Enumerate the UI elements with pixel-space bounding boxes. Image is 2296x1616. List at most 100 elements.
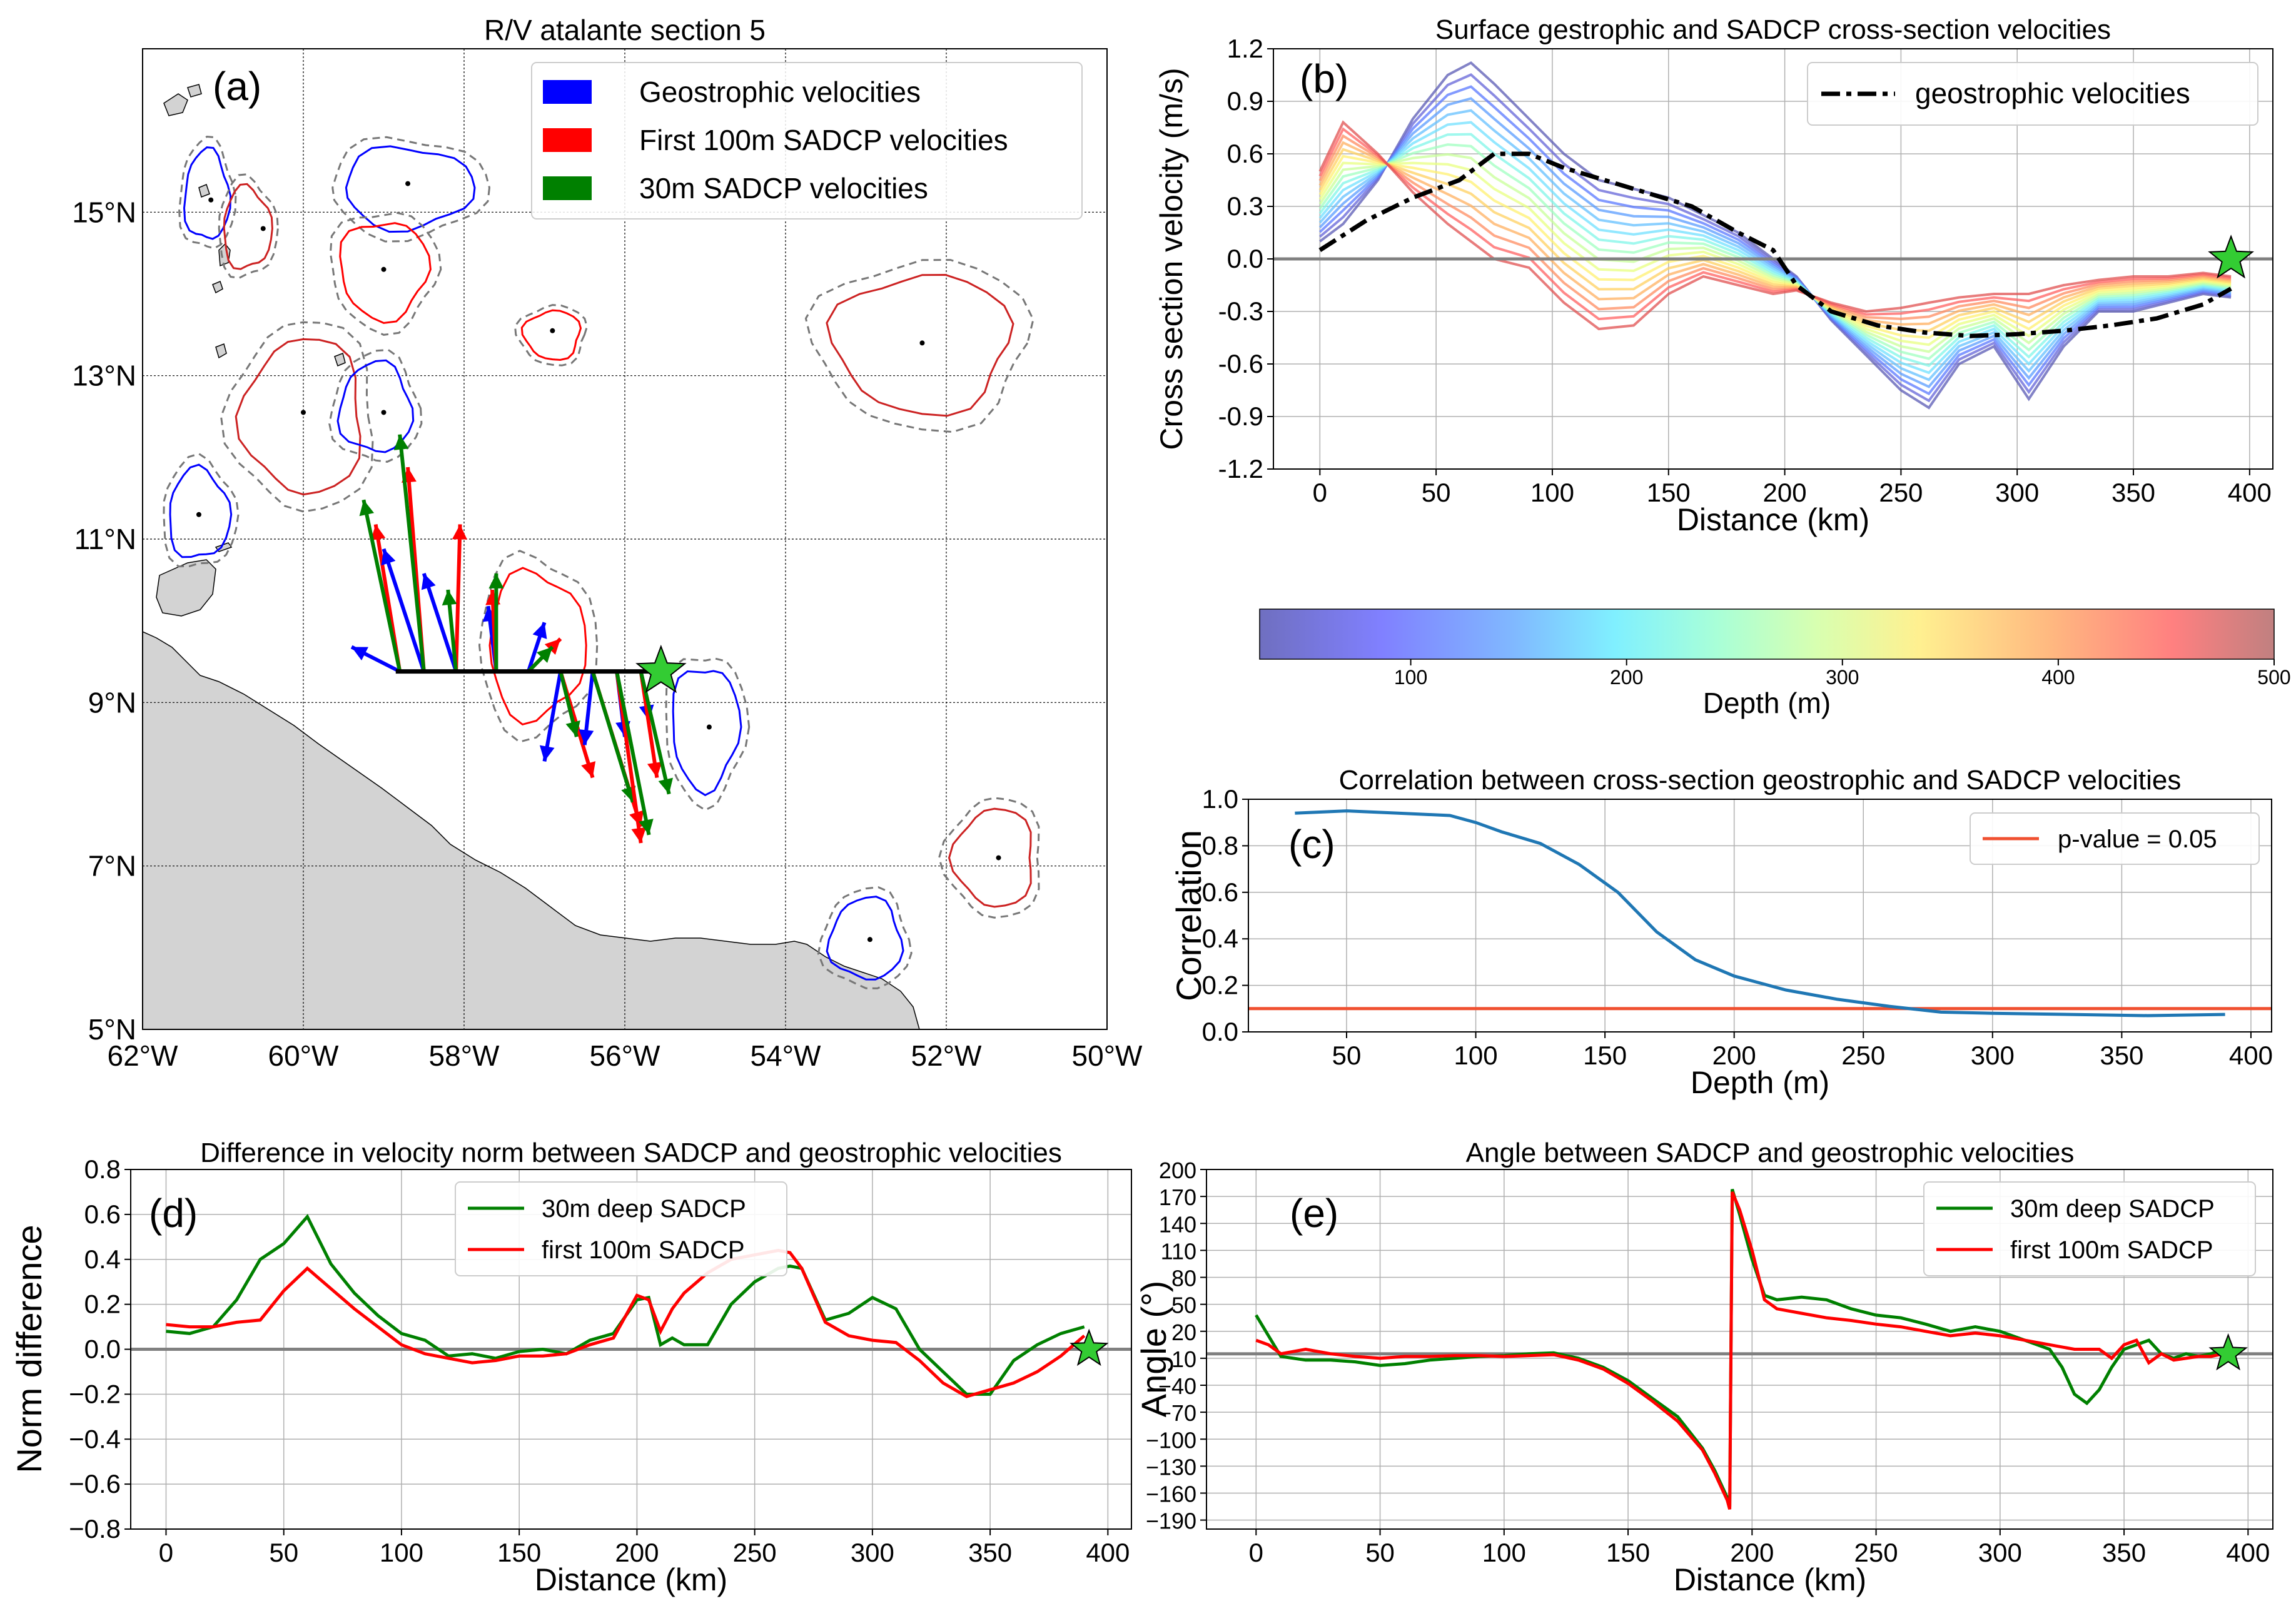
panel-e-angle: Angle between SADCP and geostrophic velo… [1134, 1138, 2273, 1597]
eddy-center-dot [196, 512, 201, 517]
panel-d-xlabel: Distance (km) [535, 1562, 727, 1597]
legend-swatch-30m [543, 176, 592, 200]
depth-velocity-line [1318, 141, 2232, 326]
panel-a-map: R/V atalante section 5 62°W 60°W 58°W 56°W 5… [72, 14, 1143, 1072]
map-land-island-2 [187, 84, 202, 98]
colorbar-gradient [1259, 609, 2275, 660]
panel-d-tick-label-x: 150 [497, 1538, 541, 1567]
panel-d-tick-label-x: 50 [269, 1538, 298, 1567]
panel-e-title: Angle between SADCP and geostrophic velo… [1466, 1138, 2075, 1168]
legend-label-30m: 30m deep SADCP [542, 1195, 746, 1223]
velocity-arrow-head [565, 720, 580, 737]
angle-line [1255, 1191, 2224, 1510]
panel-b-axis-ticks: 0 50 100 150 200 250 300 350 400 -1.2 -0.9 -0.6 -0.3… [1218, 34, 2272, 507]
depth-velocity-line [1318, 97, 2232, 388]
velocity-arrow-shaft [590, 670, 635, 803]
panel-c-tick-label-y: 0.6 [1202, 877, 1238, 907]
panel-b-tick-label-x: 150 [1647, 478, 1691, 507]
map-tick-label-lon: 58°W [429, 1039, 500, 1072]
eddy-center-dot [208, 197, 214, 203]
map-land-island-6 [198, 183, 210, 198]
panel-b-tick-label-y: 0.0 [1227, 244, 1263, 273]
panel-e-tick-label-y: −10 [1158, 1346, 1196, 1372]
panel-d-tick-label-y: −0.8 [69, 1514, 121, 1543]
legend-box [1807, 62, 2258, 126]
panel-b-tick-label-y: 0.9 [1227, 86, 1263, 116]
panel-c-correlation-series [1295, 809, 2225, 1018]
map-land-trinidad [156, 559, 216, 617]
velocity-arrow-head [532, 622, 547, 639]
panel-e-tick-label-x: 0 [1249, 1538, 1263, 1567]
panel-e-tick-label-y: −190 [1146, 1508, 1196, 1534]
colorbar-label: Depth (m) [1703, 687, 1831, 719]
eddy-outer-dashed-contour [513, 304, 589, 366]
panel-c-tick-label-y: 0.0 [1202, 1017, 1238, 1046]
map-land-island-1 [163, 93, 188, 116]
panel-d-title: Difference in velocity norm between SADC… [200, 1138, 1062, 1168]
eddy-outer-dashed-contour [331, 136, 491, 243]
eddy-contour [223, 183, 273, 270]
velocity-arrow-head [631, 827, 647, 844]
panel-c-label: (c) [1288, 822, 1335, 867]
colorbar-tick-label: 500 [2257, 666, 2290, 689]
panel-c-frame [1248, 799, 2272, 1033]
velocity-arrow-head [452, 524, 467, 540]
panel-d-tick-label-x: 0 [159, 1538, 173, 1567]
panel-d-tick-label-y: 0.0 [84, 1335, 121, 1364]
panel-e-tick-label-x: 350 [2102, 1538, 2146, 1567]
panel-e-axis-ticks: 0 50 100 150 200 250 300 350 400 −190−160−130−100… [1146, 1158, 2270, 1567]
panel-a-legend: Geostrophic velocities First 100m SADCP … [531, 62, 1083, 220]
eddy-contour [169, 463, 233, 558]
panel-d-tick-label-y: −0.6 [69, 1469, 121, 1498]
eddy-outer-dashed-contour [478, 550, 599, 743]
depth-velocity-line [1319, 73, 2232, 403]
panel-e-tick-label-x: 100 [1482, 1538, 1526, 1567]
map-land-south-america [143, 631, 920, 1029]
panel-b-label: (b) [1300, 56, 1348, 101]
panel-e-tick-label-y: 80 [1171, 1266, 1196, 1291]
panel-c-tick-label-x: 300 [1971, 1041, 2015, 1070]
depth-velocity-line [1318, 134, 2232, 320]
velocity-arrow-shaft [362, 499, 402, 672]
map-tick-label-lat: 13°N [72, 360, 136, 392]
map-land-island-5 [215, 343, 227, 359]
panel-c-tick-label-x: 250 [1841, 1041, 1885, 1070]
map-land-island-7 [334, 353, 346, 367]
correlation-line [1295, 809, 2225, 1018]
legend-label-100m: first 100m SADCP [542, 1236, 745, 1264]
panel-c-title: Correlation between cross-section geostr… [1339, 765, 2182, 795]
depth-velocity-line [1318, 127, 2232, 321]
panel-d-tick-label-x: 300 [851, 1538, 894, 1567]
velocity-arrow-head [393, 434, 409, 450]
velocity-arrow-head [544, 639, 561, 655]
panel-a-title: R/V atalante section 5 [484, 14, 766, 46]
eddy-outer-dashed-contour [804, 259, 1034, 433]
panel-c-tick-label-x: 100 [1454, 1041, 1498, 1070]
panel-d-tick-label-x: 400 [1086, 1538, 1130, 1567]
panel-d-series [166, 1214, 1086, 1398]
depth-colorbar: 100 200 300 400 500 Depth (m) [1259, 609, 2291, 719]
velocity-arrow-shaft [398, 434, 426, 672]
velocity-arrow-head [536, 647, 553, 664]
map-tick-label-lon: 54°W [751, 1039, 822, 1072]
panel-e-tick-label-y: 170 [1159, 1184, 1196, 1210]
panel-e-frame [1206, 1169, 2273, 1530]
panel-e-end-star-marker [2208, 1333, 2248, 1371]
panel-c-tick-label-x: 150 [1583, 1041, 1627, 1070]
panel-d-ylabel: Norm difference [9, 1225, 49, 1473]
depth-velocity-line [1318, 121, 2232, 375]
eddy-contour [339, 222, 432, 325]
panel-c-tick-label-y: 1.0 [1202, 784, 1238, 814]
map-tick-label-lat: 15°N [72, 196, 136, 228]
eddy-contour [488, 567, 587, 726]
panel-e-tick-label-y: 20 [1171, 1320, 1196, 1345]
panel-c-axis-ticks: 50 100 150 200 250 300 350 400 0.0 0.2 0.4 0.6 0.8 1.… [1202, 784, 2273, 1070]
panel-b-depth-series [1318, 61, 2232, 410]
map-land-island-3 [218, 243, 231, 267]
panel-c-tick-label-x: 50 [1332, 1041, 1362, 1070]
eddy-center-dot [381, 410, 387, 415]
panel-e-tick-label-x: 50 [1365, 1538, 1395, 1567]
eddy-outer-dashed-contour [328, 348, 423, 463]
panel-e-tick-label-y: −70 [1158, 1400, 1196, 1426]
velocity-arrow-head [381, 548, 396, 566]
